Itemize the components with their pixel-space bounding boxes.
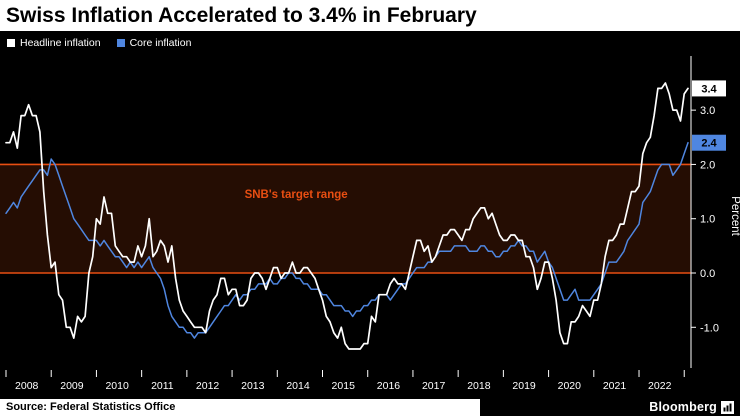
source-note: Source: Federal Statistics Office [0, 399, 480, 416]
bloomberg-wordmark: Bloomberg [649, 400, 717, 414]
headline-value-badge [692, 80, 726, 97]
y-tick-label: 1.0 [700, 214, 715, 226]
x-year-label: 2017 [422, 380, 446, 392]
target-range-label: SNB's target range [245, 189, 348, 201]
x-year-label: 2008 [15, 380, 39, 392]
x-year-label: 2022 [648, 380, 672, 392]
x-year-label: 2009 [60, 380, 84, 392]
legend: Headline inflation Core inflation [7, 37, 191, 49]
x-year-label: 2011 [151, 380, 174, 392]
x-year-label: 2019 [512, 380, 536, 392]
x-year-label: 2018 [467, 380, 491, 392]
y-tick-label: 2.0 [700, 159, 715, 171]
bloomberg-brand: Bloomberg [649, 400, 734, 414]
y-tick-label: 0.0 [700, 268, 715, 280]
x-year-label: 2014 [286, 380, 310, 392]
x-year-label: 2010 [105, 380, 129, 392]
legend-label-core: Core inflation [129, 37, 192, 49]
x-year-label: 2013 [241, 380, 265, 392]
y-axis-title: Percent [729, 196, 740, 236]
x-year-label: 2020 [558, 380, 582, 392]
legend-item-headline: Headline inflation [7, 37, 101, 49]
x-year-label: 2016 [377, 380, 401, 392]
value-badge-label: 3.4 [701, 83, 717, 95]
x-year-label: 2021 [603, 380, 627, 392]
x-year-label: 2015 [332, 380, 356, 392]
headline-swatch-icon [7, 39, 15, 47]
y-tick-label: -1.0 [700, 322, 719, 334]
page-title: Swiss Inflation Accelerated to 3.4% in F… [6, 4, 477, 27]
x-year-label: 2012 [196, 380, 220, 392]
y-tick-label: 3.0 [700, 105, 715, 117]
title-bar: Swiss Inflation Accelerated to 3.4% in F… [0, 0, 740, 31]
headline-inflation-line [5, 82, 689, 350]
core-swatch-icon [116, 39, 125, 47]
target-range-band [0, 164, 691, 273]
bloomberg-terminal-icon [721, 400, 734, 414]
legend-label-headline: Headline inflation [20, 37, 101, 49]
core-inflation-line [5, 141, 689, 339]
legend-item-core: Core inflation [116, 37, 192, 49]
core-value-badge [692, 134, 726, 151]
value-badge-label: 2.4 [701, 138, 717, 150]
